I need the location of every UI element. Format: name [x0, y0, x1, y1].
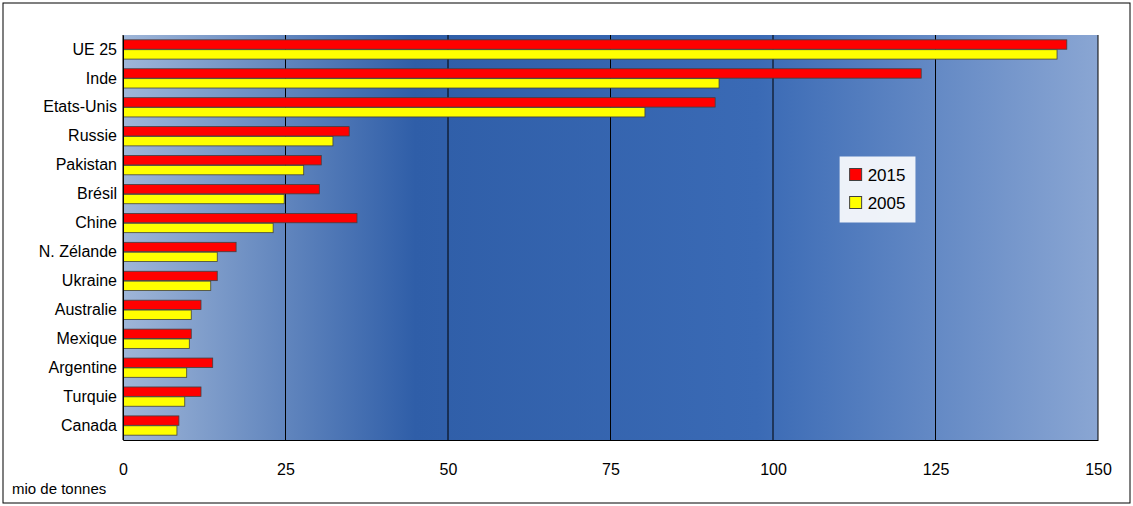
grid-line [285, 35, 286, 440]
bar [123, 69, 921, 78]
legend: 2015 2005 [840, 157, 916, 223]
y-tick: UE 25 [73, 41, 123, 58]
y-tick: Argentine [49, 359, 124, 376]
y-tick: Inde [86, 70, 123, 87]
plot-background [123, 35, 1098, 440]
grid-line [448, 35, 449, 440]
grid-line [773, 35, 774, 440]
y-tick-label: Inde [86, 70, 117, 87]
bar [123, 213, 357, 222]
y-tick: N. Zélande [39, 243, 123, 260]
bar [123, 194, 284, 203]
x-tick: 100 [760, 440, 787, 478]
bar [123, 281, 211, 290]
bar [123, 136, 333, 145]
y-tick: Russie [68, 127, 123, 144]
y-tick-label: Russie [68, 127, 117, 144]
bar [123, 156, 321, 165]
x-tick-label: 0 [119, 461, 128, 478]
bar [123, 397, 185, 406]
y-tick-label: UE 25 [73, 41, 118, 58]
y-tick: Etats-Unis [43, 98, 123, 115]
bar [123, 329, 191, 338]
bar [123, 310, 191, 319]
x-tick-label: 25 [277, 461, 295, 478]
legend-item: 2015 [850, 166, 906, 185]
x-tick: 50 [440, 440, 458, 478]
legend-background [840, 157, 916, 223]
y-tick-label: Chine [75, 214, 117, 231]
y-axis-line [123, 36, 124, 441]
x-tick-label: 50 [440, 461, 458, 478]
chart-frame [3, 3, 1130, 503]
x-axis-line [124, 440, 1099, 441]
y-tick: Pakistan [56, 156, 123, 173]
x-tick-label: 150 [1085, 461, 1112, 478]
y-tick-label: Canada [61, 417, 117, 434]
y-tick: Mexique [57, 330, 123, 347]
x-tick-label: 100 [760, 461, 787, 478]
bar [123, 339, 189, 348]
bar [123, 127, 349, 136]
bar [123, 50, 1057, 59]
y-tick-label: Brésil [77, 185, 117, 202]
y-tick-label: Etats-Unis [43, 98, 117, 115]
legend-swatch [850, 169, 862, 181]
y-tick-label: Turquie [63, 388, 117, 405]
grid-line [610, 35, 611, 440]
x-tick: 75 [602, 440, 620, 478]
bar [123, 426, 177, 435]
x-tick: 125 [923, 440, 950, 478]
legend-label: 2015 [868, 166, 906, 185]
y-tick-label: Argentine [49, 359, 118, 376]
grid-line [935, 35, 936, 440]
bar [123, 271, 217, 280]
bar [123, 223, 273, 232]
chart: 0 25 50 75 100 125 150 UE 25 Inde Etats-Unis Russi… [0, 0, 1133, 506]
bar [123, 184, 319, 193]
y-tick-label: Australie [55, 301, 117, 318]
bar [123, 79, 719, 88]
y-tick-label: Pakistan [56, 156, 117, 173]
legend-label: 2005 [868, 194, 906, 213]
y-tick-label: Ukraine [62, 272, 117, 289]
y-tick: Brésil [77, 185, 123, 202]
grid [123, 35, 1098, 440]
bar [123, 387, 201, 396]
x-axis-title: mio de tonnes [12, 480, 106, 497]
y-tick: Turquie [63, 388, 123, 405]
y-tick-label: N. Zélande [39, 243, 117, 260]
bar [123, 108, 645, 117]
legend-item: 2005 [850, 194, 906, 213]
legend-swatch [850, 197, 862, 209]
y-tick: Australie [55, 301, 123, 318]
bar [123, 416, 179, 425]
bar [123, 165, 304, 174]
y-axis: UE 25 Inde Etats-Unis Russie Pakistan Brésil C… [39, 36, 124, 441]
bar [123, 252, 217, 261]
y-tick: Canada [61, 417, 123, 434]
x-tick-label: 125 [923, 461, 950, 478]
bars [123, 40, 1067, 435]
y-tick: Chine [75, 214, 123, 231]
x-tick: 150 [1085, 440, 1112, 478]
bar [123, 368, 187, 377]
x-axis: 0 25 50 75 100 125 150 [119, 440, 1112, 478]
x-tick: 0 [119, 440, 128, 478]
bar [123, 40, 1067, 49]
series-bars [123, 40, 1067, 425]
bar [123, 300, 201, 309]
bar [123, 242, 236, 251]
bar [123, 98, 715, 107]
x-tick-label: 75 [602, 461, 620, 478]
y-tick-label: Mexique [57, 330, 118, 347]
y-tick: Ukraine [62, 272, 123, 289]
x-tick: 25 [277, 440, 295, 478]
grid-line [123, 35, 124, 440]
bar [123, 358, 213, 367]
series-bars [123, 50, 1057, 435]
grid-line [1098, 35, 1099, 440]
